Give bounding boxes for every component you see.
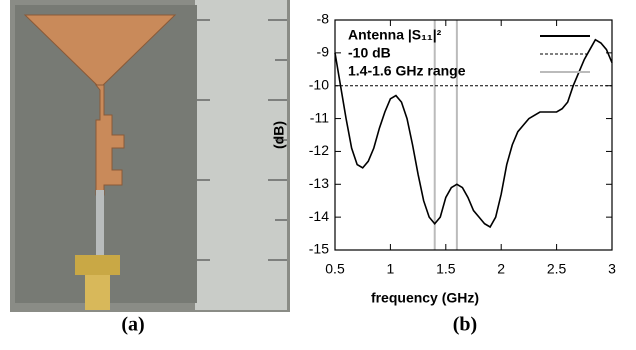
legend-label: 1.4-1.6 GHz range (348, 63, 466, 79)
y-tick-label: -12 (309, 142, 329, 158)
y-tick-label: -9 (317, 44, 330, 60)
antenna-photo (10, 0, 290, 312)
data-line (334, 38, 613, 229)
plot-frame (334, 19, 613, 251)
x-tick-label: 3 (608, 261, 616, 277)
panel-label: (a) (121, 314, 144, 336)
y-tick-label: -10 (309, 76, 329, 92)
panel-label: (b) (453, 314, 477, 336)
y-tick-label: -8 (317, 11, 330, 27)
y-tick-label: -15 (309, 241, 329, 257)
y-axis-label: (dB) (271, 121, 287, 149)
x-tick-label: 1 (387, 261, 395, 277)
x-tick-label: 0.5 (325, 261, 345, 277)
y-tick-label: -13 (309, 175, 329, 191)
y-tick-label: -14 (309, 208, 329, 224)
x-tick-label: 2 (497, 261, 505, 277)
x-tick-label: 2.5 (547, 261, 567, 277)
legend-label: Antenna |S₁₁|² (348, 27, 442, 43)
y-tick-label: -11 (310, 109, 329, 125)
x-tick-label: 1.5 (436, 261, 456, 277)
legend-label: -10 dB (348, 45, 391, 61)
x-axis-label: frequency (GHz) (371, 290, 479, 306)
